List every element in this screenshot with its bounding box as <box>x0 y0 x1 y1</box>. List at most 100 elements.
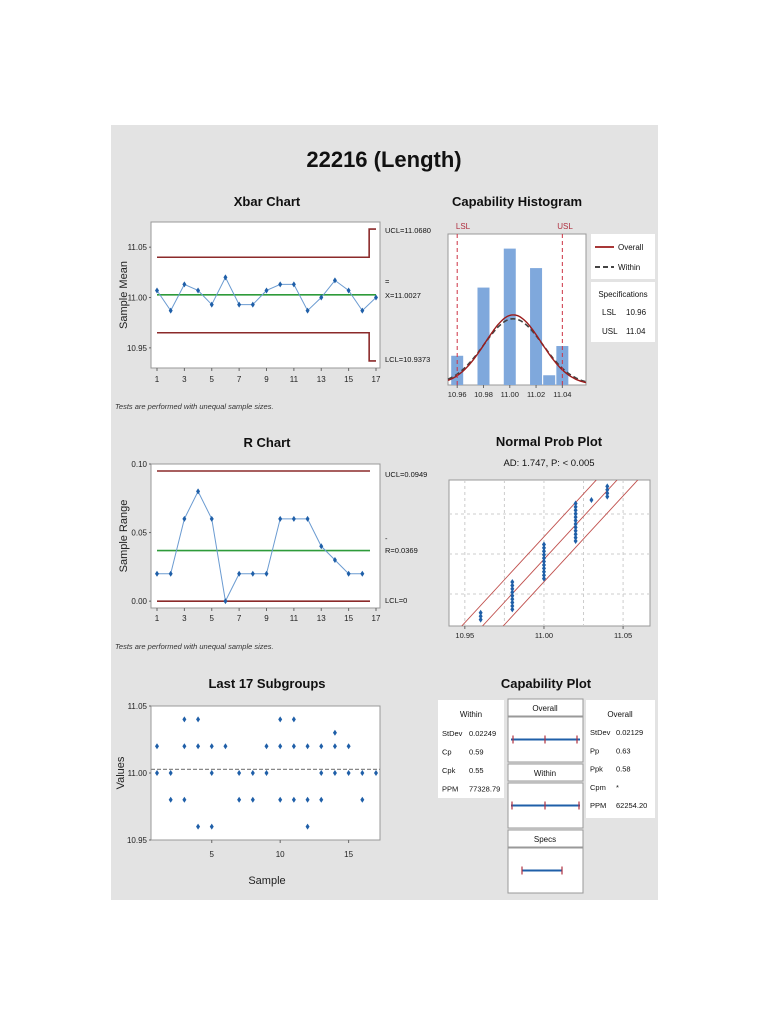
normprob-fit-lines <box>461 480 639 626</box>
last17-point <box>278 743 283 750</box>
xbar-ucl-line <box>157 228 376 259</box>
last17-point <box>360 770 365 776</box>
last17-point <box>319 770 324 776</box>
last17-point <box>182 796 187 803</box>
xbar-point <box>264 287 269 294</box>
xbar-xtick: 1 <box>155 375 160 384</box>
rchart-ucl-label: UCL=0.0949 <box>385 470 427 479</box>
rchart-ytick: 0.00 <box>131 597 147 606</box>
rchart-ylabel: Sample Range <box>118 500 130 573</box>
normprob-point <box>573 520 578 527</box>
rchart-point <box>264 570 269 577</box>
xbar-point <box>346 287 351 294</box>
rchart-xtick: 15 <box>344 614 353 623</box>
normprob-point <box>510 592 515 599</box>
xbar-title: Xbar Chart <box>234 194 301 209</box>
rchart-series-line <box>157 490 363 603</box>
histogram-xtick: 11.00 <box>501 390 519 399</box>
overall-stat-value: 0.63 <box>616 746 631 755</box>
last17-ylabel: Values <box>115 756 127 789</box>
normprob-point <box>541 561 546 568</box>
normprob-point <box>573 517 578 524</box>
last17-point <box>291 716 296 723</box>
normprob-point <box>510 596 515 603</box>
lsl-label: LSL <box>456 222 471 231</box>
last17-point <box>196 823 201 830</box>
r-chart: R Chart Sample Range 0.000.050.101 3 5 7 9 11… <box>115 435 427 651</box>
xbar-center-mark: = <box>385 277 390 286</box>
rchart-xtick: 9 <box>264 614 269 623</box>
last17-point <box>305 823 310 830</box>
histogram-xtick: 10.96 <box>448 390 467 399</box>
within-stat-value: 0.55 <box>469 766 484 775</box>
capability-plot: Capability Plot Within StDev 0.02249 Cp 0.5… <box>438 676 655 894</box>
normprob-point <box>573 510 578 517</box>
xbar-xtick: 15 <box>344 375 353 384</box>
interval-label-overall: Overall <box>532 704 558 713</box>
last17-point <box>291 796 296 803</box>
normprob-point <box>589 497 594 504</box>
last-17-subgroups-chart: Last 17 Subgroups Values Sample 10.95 11.… <box>115 676 381 887</box>
normprob-point <box>605 493 610 500</box>
last17-point <box>305 743 310 750</box>
xbar-xtick: 7 <box>237 375 242 384</box>
rchart-point <box>155 570 159 577</box>
rchart-point <box>346 570 351 577</box>
last17-point <box>305 796 310 803</box>
last17-point <box>319 796 324 803</box>
normprob-point <box>573 524 578 531</box>
histogram-xtick: 11.04 <box>553 390 571 399</box>
overall-stat-value: 0.02129 <box>616 728 643 737</box>
normprob-xtick: 11.00 <box>535 631 553 640</box>
xbar-point <box>374 294 378 301</box>
within-stat-key: Cpk <box>442 766 456 775</box>
xbar-point <box>237 301 242 308</box>
xbar-ucl-label: UCL=11.0680 <box>385 226 431 235</box>
within-stat-value: 0.02249 <box>469 729 496 738</box>
normprob-point <box>541 568 546 575</box>
rchart-point <box>332 557 337 563</box>
last17-point <box>346 743 351 750</box>
within-stat-value: 77328.79 <box>469 785 500 794</box>
rchart-point <box>237 570 242 577</box>
rchart-point <box>209 515 214 522</box>
overall-stat-key: Pp <box>590 746 599 755</box>
normprob-line <box>481 480 618 626</box>
last17-point <box>182 743 187 750</box>
spec-usl-value: 11.04 <box>626 327 646 336</box>
overall-stats-box <box>586 700 655 818</box>
last17-point <box>319 743 324 750</box>
normprob-point <box>510 579 515 586</box>
histogram-bar <box>530 268 543 385</box>
xbar-point <box>209 301 214 308</box>
xbar-point <box>305 307 310 314</box>
last17-xtick: 15 <box>344 850 353 859</box>
within-curve <box>447 317 587 383</box>
rchart-ytick: 0.10 <box>131 460 147 469</box>
xbar-footnote: Tests are performed with unequal sample … <box>115 402 274 411</box>
histogram-title: Capability Histogram <box>452 194 582 209</box>
xbar-ylabel: Sample Mean <box>118 261 130 329</box>
normprob-point <box>478 616 483 623</box>
histogram-legend <box>591 234 655 279</box>
last17-point <box>237 796 242 803</box>
rchart-ytick: 0.05 <box>131 529 147 538</box>
xbar-point <box>332 277 337 284</box>
overall-stats-heading: Overall <box>607 710 633 719</box>
xbar-ytick: 10.95 <box>127 344 148 353</box>
normprob-point <box>478 609 483 616</box>
capability-histogram: Capability Histogram 10.96 10.98 11.00 11.0… <box>447 194 655 399</box>
normprob-point <box>541 541 546 548</box>
overall-stat-value: * <box>616 783 619 792</box>
xbar-xtick: 5 <box>210 375 215 384</box>
histogram-bar <box>543 375 556 385</box>
overall-stat-key: PPM <box>590 801 606 810</box>
last17-point <box>278 716 283 723</box>
normprob-point <box>541 548 546 555</box>
last17-point <box>250 796 255 803</box>
last17-point <box>250 770 255 776</box>
xbar-xtick: 11 <box>290 375 299 384</box>
xbar-xtick: 17 <box>372 375 381 384</box>
last17-point <box>278 796 283 803</box>
within-stat-key: PPM <box>442 785 458 794</box>
